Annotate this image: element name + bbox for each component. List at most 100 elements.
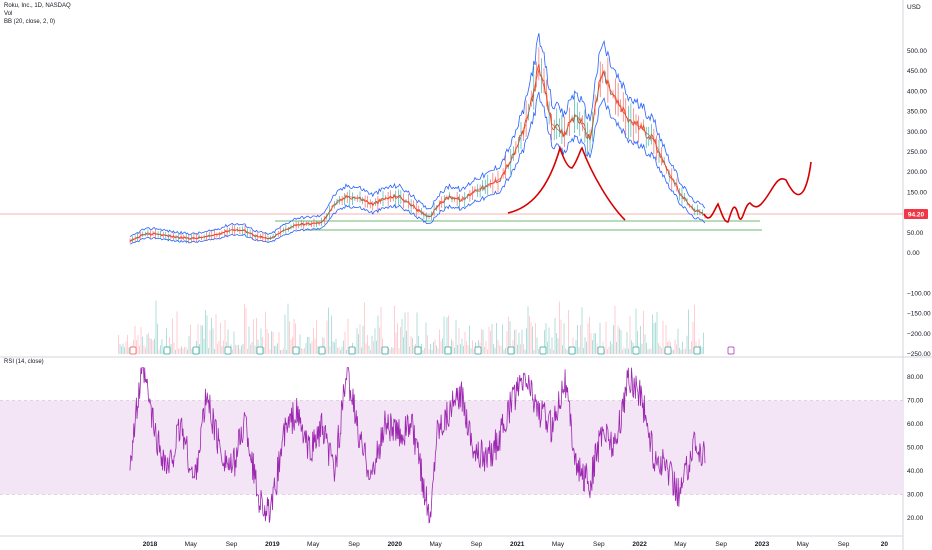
volume-bar xyxy=(608,346,610,354)
volume-bar xyxy=(251,341,253,354)
volume-bar xyxy=(688,309,689,354)
volume-bar xyxy=(215,314,217,354)
price-tick-label: 250.00 xyxy=(907,149,927,156)
price-tick-label: 50.00 xyxy=(907,230,924,237)
volume-bar xyxy=(526,328,527,354)
volume-bar xyxy=(467,345,469,354)
volume-bar xyxy=(305,342,307,354)
earnings-marker xyxy=(632,346,640,355)
volume-bar xyxy=(220,322,221,354)
volume-bar xyxy=(643,310,644,354)
volume-bar xyxy=(347,318,349,354)
volume-bar xyxy=(418,336,419,354)
volume-bar xyxy=(118,334,119,354)
volume-bar xyxy=(278,332,280,354)
volume-bar xyxy=(463,345,464,354)
volume-bar xyxy=(562,345,563,354)
volume-bar xyxy=(535,323,536,354)
volume-bar xyxy=(362,325,364,354)
volume-bar xyxy=(583,348,584,354)
volume-bar xyxy=(158,349,160,354)
time-tick-label: May xyxy=(552,541,565,548)
volume-bar xyxy=(665,324,667,354)
volume-bar xyxy=(128,347,130,354)
volume-bar xyxy=(553,349,554,354)
volume-bar xyxy=(359,324,361,354)
rsi-tick-label: 70.00 xyxy=(907,398,924,405)
earnings-marker xyxy=(664,346,672,355)
volume-legend-label: Vol xyxy=(4,11,13,17)
earnings-marker xyxy=(507,346,515,355)
volume-bar xyxy=(286,349,287,354)
earnings-marker xyxy=(292,346,300,355)
price-tick-label: −250.00 xyxy=(907,351,931,358)
volume-bar xyxy=(134,325,136,354)
volume-bar xyxy=(500,346,502,354)
rsi-tick-label: 20.00 xyxy=(907,515,924,522)
volume-bar xyxy=(188,336,190,354)
volume-bar xyxy=(313,328,314,354)
volume-bar xyxy=(238,344,239,354)
volume-bar xyxy=(490,331,491,354)
volume-bar xyxy=(617,325,619,354)
earnings-marker xyxy=(597,346,605,355)
volume-bar xyxy=(461,338,463,354)
volume-bar xyxy=(308,336,310,354)
earnings-marker xyxy=(444,346,452,355)
volume-bar xyxy=(233,331,235,354)
volume-bar xyxy=(256,317,257,354)
earnings-marker xyxy=(568,346,576,355)
volume-bar xyxy=(203,338,205,354)
volume-bar xyxy=(206,315,208,354)
volume-bar xyxy=(499,345,500,354)
volume-bar xyxy=(152,340,154,354)
bb-legend-label: BB (20, close, 2, 0) xyxy=(4,19,56,25)
rsi-tick-label: 50.00 xyxy=(907,445,924,452)
volume-bar xyxy=(430,344,431,354)
volume-bar xyxy=(338,347,340,354)
chart-symbol-label: Roku, Inc., 1D, NASDAQ xyxy=(4,3,71,9)
volume-bar xyxy=(671,349,673,354)
volume-bar xyxy=(464,331,466,354)
volume-bar xyxy=(521,329,523,354)
volume-bar xyxy=(635,308,637,354)
volume-bar xyxy=(550,348,551,354)
volume-bar xyxy=(605,322,607,354)
time-tick-label: May xyxy=(797,541,810,548)
volume-bar xyxy=(199,344,200,354)
earnings-marker xyxy=(381,346,389,355)
volume-bar xyxy=(614,305,616,354)
volume-bar xyxy=(407,312,409,354)
earnings-marker xyxy=(474,346,482,355)
volume-bar xyxy=(514,330,515,354)
volume-bar xyxy=(155,300,157,354)
earnings-marker xyxy=(163,346,171,355)
volume-bar xyxy=(530,322,532,354)
volume-bar xyxy=(356,328,358,354)
volume-bar xyxy=(325,349,326,354)
volume-bar xyxy=(247,349,248,354)
volume-bar xyxy=(379,327,380,354)
volume-bar xyxy=(610,341,611,354)
volume-bar xyxy=(241,345,242,354)
volume-bar xyxy=(382,338,383,354)
volume-bar xyxy=(520,344,521,354)
volume-bar xyxy=(208,348,209,354)
volume-bar xyxy=(322,337,323,354)
volume-bar xyxy=(400,327,401,354)
volume-bar xyxy=(641,343,643,354)
time-tick-label: 2022 xyxy=(632,541,647,548)
volume-bar xyxy=(616,342,617,354)
volume-bar xyxy=(274,346,275,354)
time-tick-label: May xyxy=(429,541,442,548)
last-price-label: 94.20 xyxy=(908,212,925,219)
time-tick-label: Sep xyxy=(838,541,850,548)
volume-bar xyxy=(272,331,274,354)
volume-bar xyxy=(212,328,214,354)
rsi-legend-label: RSI (14, close) xyxy=(4,359,44,365)
volume-bar xyxy=(223,340,224,354)
drawn-projection xyxy=(703,161,812,223)
volume-bar xyxy=(200,325,202,354)
price-tick-label: −150.00 xyxy=(907,311,931,318)
